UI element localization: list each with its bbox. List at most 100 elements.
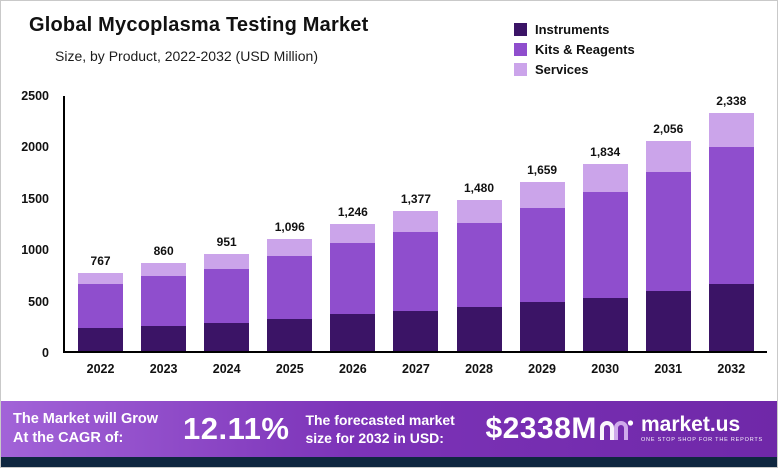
bar-group-2022: 767 2022 <box>78 96 124 376</box>
x-axis-label: 2024 <box>212 362 241 376</box>
bar-segment-instruments-2022 <box>78 327 124 351</box>
bar-segment-instruments-2029 <box>519 302 565 351</box>
x-axis-label: 2023 <box>149 362 178 376</box>
bar-total-label: 2,056 <box>653 122 684 137</box>
brand-block: market.us ONE STOP SHOP FOR THE REPORTS <box>641 414 763 444</box>
banner-mid-line1: The forecasted market <box>305 411 455 428</box>
x-axis-label: 2026 <box>338 362 367 376</box>
x-axis-label: 2028 <box>465 362 493 376</box>
market-us-logo-icon <box>599 420 634 440</box>
market-us-logo: market.us ONE STOP SHOP FOR THE REPORTS <box>597 414 767 444</box>
legend-item-services: Services <box>514 62 635 77</box>
bar-group-2032: 2,338 2032 <box>708 93 754 376</box>
bar-group-2029: 1,659 2029 <box>519 96 565 376</box>
banner-left-line2: At the CAGR of: <box>13 430 124 446</box>
x-axis-label: 2031 <box>654 362 683 376</box>
bar-group-2027: 1,377 2027 <box>393 96 439 376</box>
page-title: Global Mycoplasma Testing Market <box>29 14 369 36</box>
bar-segment-kits-reagents-2024 <box>204 268 250 323</box>
bar-segment-kits-reagents-2023 <box>141 276 187 327</box>
x-axis-label: 2025 <box>275 362 304 376</box>
bar-segment-services-2028 <box>456 200 502 223</box>
bar-segment-kits-reagents-2025 <box>267 255 313 319</box>
bar-total-label: 1,834 <box>590 144 621 159</box>
x-axis-label: 2027 <box>402 362 430 376</box>
bar-segment-services-2032 <box>708 112 754 148</box>
bar-total-label: 1,246 <box>337 204 368 219</box>
bar-total-label: 767 <box>90 253 111 268</box>
x-axis-label: 2030 <box>591 362 620 376</box>
banner-left-line1: The Market will Grow <box>13 411 159 428</box>
bar-segment-kits-reagents-2031 <box>645 172 691 292</box>
y-axis-label: 1000 <box>21 243 49 258</box>
bar-segment-kits-reagents-2028 <box>456 223 502 308</box>
bar-group-2031: 2,056 2031 <box>645 96 691 376</box>
bar-segment-services-2024 <box>204 254 250 269</box>
plot-area: 767 2022 860 2023 951 2024 1,096 2025 1,246 2026 1… <box>63 93 767 376</box>
bar-group-2023: 860 2023 <box>141 96 187 376</box>
bar-total-label: 951 <box>216 235 237 250</box>
banner-left-text: The Market will Grow At the CAGR of: <box>13 410 181 448</box>
x-axis-label: 2029 <box>528 362 556 376</box>
y-axis-label: 0 <box>42 346 49 360</box>
bar-total-label: 2,338 <box>716 93 747 108</box>
bar-total-label: 1,096 <box>274 220 305 235</box>
bar-group-2026: 1,246 2026 <box>330 96 376 376</box>
bar-segment-services-2031 <box>645 141 691 172</box>
banner-mid-text: The forecasted market size for 2032 in U… <box>305 411 485 447</box>
bar-segment-instruments-2026 <box>330 313 376 351</box>
bars: 767 2022 860 2023 951 2024 1,096 2025 1,246 2026 1… <box>65 93 767 376</box>
bar-total-label: 1,480 <box>463 181 495 196</box>
bar-segment-services-2030 <box>582 163 628 192</box>
x-axis-label: 2032 <box>717 362 746 376</box>
bar-group-2025: 1,096 2025 <box>267 96 313 376</box>
bar-segment-instruments-2027 <box>393 311 439 351</box>
bar-group-2028: 1,480 2028 <box>456 96 502 376</box>
bar-segment-services-2023 <box>141 263 187 277</box>
y-axis-label: 2500 <box>21 89 49 103</box>
legend-swatch-instruments <box>514 23 527 36</box>
chart-subtitle: Size, by Product, 2022-2032 (USD Million… <box>55 48 319 64</box>
bar-segment-kits-reagents-2026 <box>330 242 376 314</box>
bar-segment-services-2029 <box>519 181 565 209</box>
forecast-value: $2338M <box>485 412 597 445</box>
legend-swatch-services <box>514 63 527 76</box>
bar-group-2030: 1,834 2030 <box>582 96 628 376</box>
bar-segment-kits-reagents-2022 <box>78 283 124 328</box>
legend-label: Services <box>535 62 589 77</box>
bar-total-label: 1,377 <box>400 191 431 206</box>
bar-segment-instruments-2023 <box>141 326 187 351</box>
bar-total-label: 1,659 <box>527 162 558 177</box>
legend-item-instruments: Instruments <box>514 22 635 37</box>
legend-item-kits-reagents: Kits & Reagents <box>514 42 635 57</box>
y-axis-label: 500 <box>28 294 49 309</box>
cagr-value: 12.11% <box>183 411 290 446</box>
legend-swatch-kits-reagents <box>514 43 527 56</box>
legend-label: Kits & Reagents <box>535 42 635 57</box>
y-axis-label: 1500 <box>21 191 49 206</box>
cagr-banner: The Market will Grow At the CAGR of: 12.… <box>1 401 777 457</box>
legend: Instruments Kits & Reagents Services <box>514 22 635 77</box>
bar-segment-kits-reagents-2029 <box>519 208 565 303</box>
bar-segment-services-2025 <box>267 239 313 256</box>
brand-name: market.us <box>640 413 741 437</box>
y-axis: 0 500 1000 1500 2000 2500 <box>1 89 55 360</box>
bottom-strip <box>1 457 777 467</box>
banner-mid-line2: size for 2032 in USD: <box>305 430 444 446</box>
bar-segment-instruments-2028 <box>456 307 502 351</box>
bar-segment-instruments-2031 <box>645 291 691 351</box>
bar-segment-instruments-2030 <box>582 297 628 351</box>
legend-label: Instruments <box>535 22 610 37</box>
bar-segment-instruments-2025 <box>267 318 313 351</box>
bar-segment-instruments-2032 <box>708 284 754 351</box>
bar-segment-instruments-2024 <box>204 322 250 351</box>
x-axis-label: 2022 <box>86 362 115 376</box>
bar-segment-services-2027 <box>393 210 439 232</box>
bar-segment-kits-reagents-2032 <box>708 147 754 284</box>
bar-total-label: 860 <box>153 244 174 259</box>
y-axis-label: 2000 <box>21 140 49 155</box>
bar-segment-kits-reagents-2027 <box>393 231 439 312</box>
bar-segment-services-2022 <box>78 272 124 284</box>
bar-segment-kits-reagents-2030 <box>582 191 628 298</box>
